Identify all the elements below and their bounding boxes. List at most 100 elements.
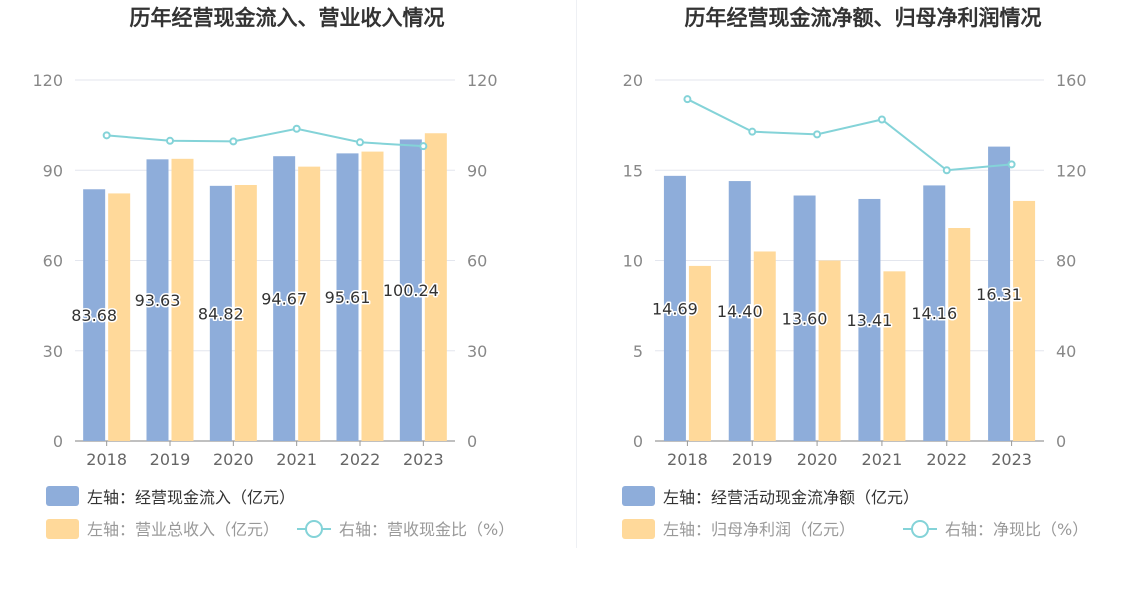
line-series [106, 127, 424, 148]
x-axis-tick-label: 2019 [732, 450, 773, 469]
bar-series-1[interactable] [399, 139, 422, 441]
bar-series-2[interactable] [688, 265, 711, 441]
bar-series-1[interactable] [988, 146, 1011, 442]
bar-series-2[interactable] [1013, 200, 1036, 441]
right-axis-tick-label: 120 [467, 71, 498, 90]
chart-title: 历年经营现金流净额、归母净利润情况 [685, 6, 1042, 30]
bar-series-1[interactable] [209, 185, 232, 441]
bar-data-label: 84.82 [198, 304, 244, 323]
bar-data-label: 94.67 [261, 290, 307, 309]
left-axis-tick-label: 90 [43, 161, 63, 180]
bar-data-label: 13.60 [782, 309, 828, 328]
legend-label-series-2: 左轴：营业总收入（亿元） [87, 520, 279, 539]
legend-label-series-3: 右轴：营收现金比（%） [339, 520, 514, 539]
chart-net-cash-flow-net-profit: 历年经营现金流净额、归母净利润情况 0 5 10 15 20 0 40 80 120 160 2018… [576, 0, 1148, 589]
line-point[interactable] [229, 137, 238, 146]
line-point[interactable] [942, 166, 951, 175]
grid-lines [655, 79, 1044, 352]
bar-series-1[interactable] [663, 175, 686, 441]
bar-data-label: 16.31 [976, 285, 1022, 304]
bars [663, 146, 1036, 442]
bar-series-1[interactable] [273, 156, 296, 441]
bar-data-label: 95.61 [325, 288, 371, 307]
right-axis-tick-label: 60 [467, 252, 487, 271]
legend-label-series-3: 右轴：净现比（%） [945, 520, 1088, 539]
legend-label-series-1: 左轴：经营现金流入（亿元） [87, 488, 295, 507]
bar-series-1[interactable] [146, 159, 169, 441]
x-axis-tick-label: 2020 [213, 450, 254, 469]
legend-swatch-series-2[interactable] [46, 519, 79, 539]
chart-operating-cash-inflow-revenue: 历年经营现金流入、营业收入情况 0 30 60 90 120 0 30 60 90 120 2018 2… [0, 0, 574, 589]
bar-series-2[interactable] [424, 133, 447, 441]
bar-data-label: 83.68 [71, 306, 117, 325]
line-point[interactable] [102, 131, 111, 140]
legend-circle-icon[interactable] [911, 520, 929, 538]
bar-series-2[interactable] [298, 166, 321, 441]
line-point[interactable] [748, 127, 757, 136]
line-point[interactable] [683, 95, 692, 104]
bar-data-label: 14.16 [911, 304, 957, 323]
left-axis-tick-label: 60 [43, 252, 63, 271]
legend-swatch-series-2[interactable] [622, 519, 655, 539]
legend: 左轴：经营活动现金流净额（亿元） 左轴：归母净利润（亿元） 右轴：净现比（%） [622, 486, 1088, 539]
bar-data-label: 100.24 [383, 281, 439, 300]
bar-series-1[interactable] [923, 185, 946, 441]
right-axis-tick-label: 0 [1056, 432, 1066, 451]
chart-title: 历年经营现金流入、营业收入情况 [130, 6, 445, 30]
left-axis-tick-label: 15 [623, 161, 643, 180]
legend-label-series-1: 左轴：经营活动现金流净额（亿元） [663, 488, 919, 507]
x-axis-tick-label: 2018 [86, 450, 127, 469]
right-axis-tick-label: 30 [467, 342, 487, 361]
legend-label-series-2: 左轴：归母净利润（亿元） [663, 520, 855, 539]
x-axis-tick-label: 2021 [276, 450, 317, 469]
bar-series-2[interactable] [753, 251, 776, 441]
line-point[interactable] [166, 136, 174, 145]
bar-series-1[interactable] [728, 181, 751, 441]
bar-series-2[interactable] [171, 158, 194, 441]
line-series [686, 98, 1012, 172]
left-axis-tick-label: 0 [53, 432, 63, 451]
bar-data-label: 14.40 [717, 302, 763, 321]
x-axis-tick-label: 2022 [926, 450, 967, 469]
right-axis-tick-label: 40 [1056, 342, 1076, 361]
bar-series-2[interactable] [948, 228, 971, 441]
legend-circle-icon[interactable] [305, 520, 323, 538]
left-axis-tick-label: 5 [633, 342, 643, 361]
x-axis-tick-label: 2023 [403, 450, 444, 469]
legend-swatch-series-1[interactable] [46, 486, 79, 506]
bar-series-1[interactable] [793, 195, 816, 441]
x-axis-tick-label: 2021 [862, 450, 903, 469]
bar-series-2[interactable] [883, 271, 906, 441]
bar-series-1[interactable] [858, 198, 881, 441]
left-axis-tick-label: 10 [623, 252, 643, 271]
line-point[interactable] [1007, 160, 1016, 169]
left-axis-tick-label: 20 [623, 71, 643, 90]
x-axis-tick-label: 2018 [667, 450, 708, 469]
x-axis-tick-label: 2022 [340, 450, 381, 469]
bar-series-2[interactable] [234, 184, 257, 441]
line-point[interactable] [813, 130, 822, 139]
right-axis-tick-label: 160 [1056, 71, 1087, 90]
chart-svg: 历年经营现金流净额、归母净利润情况 0 5 10 15 20 0 40 80 120 160 2018… [622, 6, 1088, 539]
bar-series-2[interactable] [818, 260, 841, 442]
line-point[interactable] [877, 115, 886, 124]
x-axis-tick-label: 2020 [797, 450, 838, 469]
bar-data-label: 93.63 [135, 291, 181, 310]
bar-series-1[interactable] [336, 153, 359, 442]
bar-series-2[interactable] [361, 151, 384, 441]
left-axis-tick-label: 0 [633, 432, 643, 451]
left-axis-tick-label: 30 [43, 342, 63, 361]
line-point[interactable] [356, 138, 364, 147]
bar-data-label: 13.41 [847, 311, 893, 330]
bar-series-2[interactable] [108, 193, 131, 441]
bar-data-label: 14.69 [652, 299, 698, 318]
left-axis-tick-label: 120 [32, 71, 63, 90]
bar-series-1[interactable] [83, 189, 106, 441]
line-point[interactable] [419, 142, 428, 151]
right-axis-tick-label: 0 [467, 432, 477, 451]
grid-lines [75, 79, 455, 352]
bars [83, 133, 447, 442]
line-point[interactable] [292, 124, 301, 133]
legend-swatch-series-1[interactable] [622, 486, 655, 506]
chart-divider [576, 0, 577, 548]
